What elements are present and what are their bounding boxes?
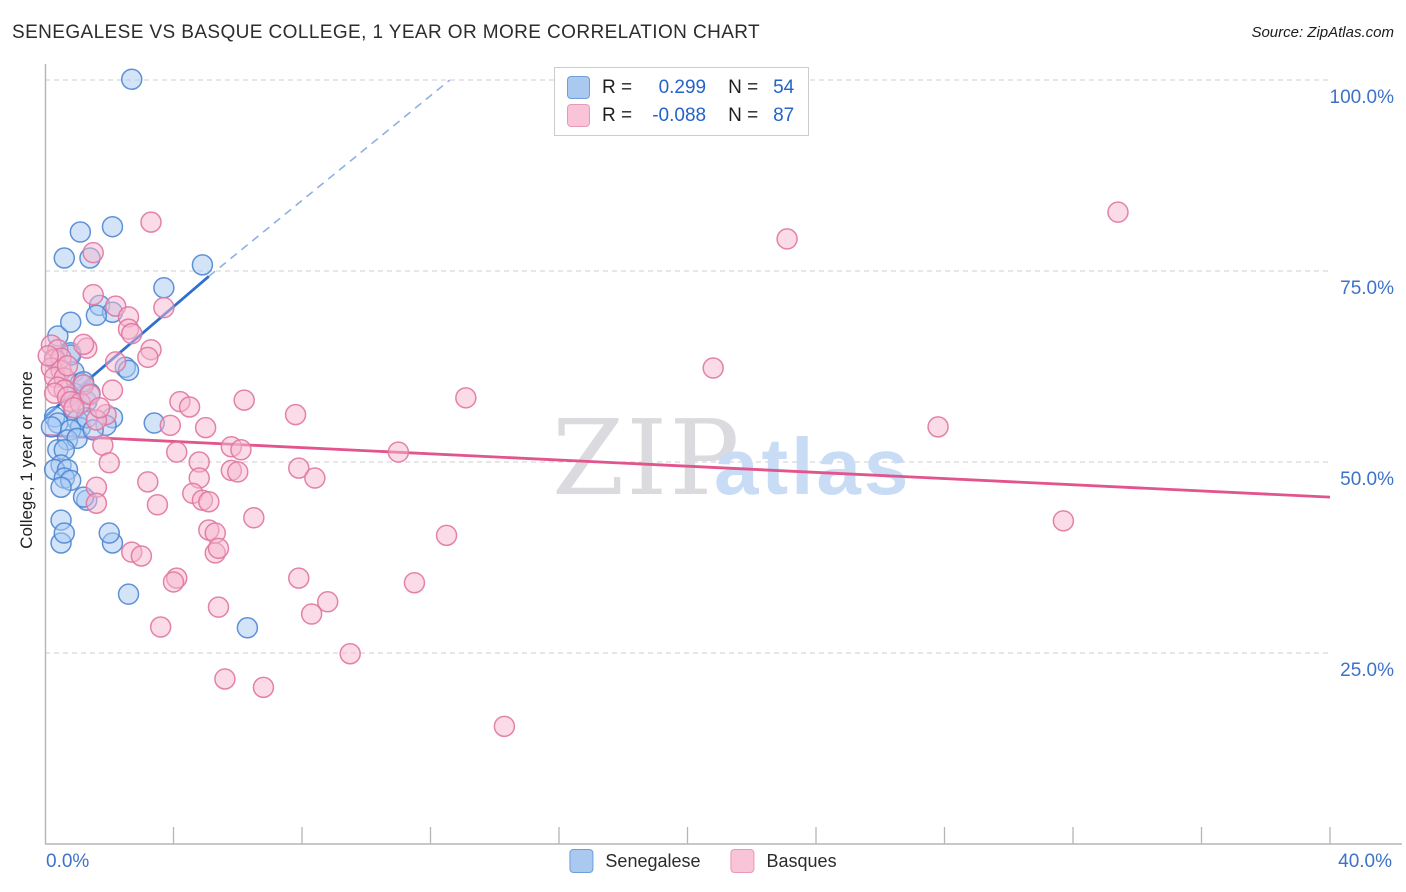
page-title: SENEGALESE VS BASQUE COLLEGE, 1 YEAR OR …: [12, 22, 761, 43]
scatter-point-senegalese: [191, 254, 214, 276]
scatter-point-basques: [403, 571, 426, 594]
source-attribution: Source: ZipAtlas.com: [1251, 24, 1394, 41]
scatter-point-senegalese: [85, 304, 108, 327]
scatter-point-senegalese: [69, 221, 92, 243]
r-label: R =: [602, 76, 633, 98]
scatter-point-basques: [288, 567, 310, 589]
scatter-point-senegalese: [53, 247, 76, 269]
scatter-point-basques: [288, 457, 310, 479]
y-tick-label-50: 50.0%: [1340, 469, 1394, 490]
scatter-point-basques: [88, 397, 111, 419]
legend-item-senegalese: Senegalese: [569, 849, 701, 873]
basques-swatch-icon: [567, 104, 590, 127]
senegalese-swatch-icon: [569, 849, 594, 873]
scatter-point-senegalese: [153, 277, 175, 299]
x-tick-label-0: 0.0%: [46, 851, 90, 872]
scatter-point-basques: [493, 715, 516, 738]
r-value-senegalese: 0.299: [658, 76, 707, 98]
watermark-zip: ZIP: [552, 397, 741, 519]
scatter-point-basques: [214, 668, 236, 690]
scatter-point-basques: [927, 416, 949, 438]
scatter-point-senegalese: [117, 583, 140, 605]
basques-swatch-icon: [730, 849, 755, 873]
scatter-point-basques: [162, 571, 185, 593]
scatter-point-basques: [252, 676, 275, 699]
r-label: R =: [602, 104, 633, 126]
scatter-point-basques: [120, 322, 143, 345]
scatter-point-senegalese: [40, 416, 63, 438]
series-legend: Senegalese Basques: [569, 849, 837, 873]
legend-label-basques: Basques: [766, 850, 837, 871]
n-label: N =: [728, 76, 759, 98]
correlation-stats-legend: R = 0.299 N = 54 R = -0.088 N = 87: [554, 67, 810, 136]
scatter-point-basques: [435, 524, 458, 547]
scatter-point-basques: [243, 507, 265, 529]
scatter-point-basques: [56, 354, 79, 377]
scatter-point-basques: [82, 283, 104, 306]
scatter-point-basques: [140, 211, 162, 233]
scatter-point-basques: [101, 379, 124, 401]
scatter-point-basques: [194, 416, 217, 439]
y-tick-label-25: 25.0%: [1340, 660, 1394, 681]
scatter-point-basques: [207, 596, 230, 618]
scatter-point-basques: [339, 643, 361, 665]
n-value-senegalese: 54: [773, 76, 795, 98]
legend-label-senegalese: Senegalese: [605, 850, 701, 871]
scatter-point-basques: [82, 241, 104, 264]
n-value-basques: 87: [773, 104, 795, 126]
y-tick-label-75: 75.0%: [1340, 278, 1394, 299]
scatter-point-basques: [37, 345, 59, 367]
trend-line-basques: [44, 433, 1331, 499]
scatter-point-basques: [1107, 201, 1129, 223]
scatter-point-basques: [165, 441, 188, 463]
scatter-point-basques: [137, 471, 159, 493]
scatter-point-senegalese: [120, 68, 143, 90]
scatter-point-basques: [159, 414, 182, 437]
watermark-atlas: atlas: [714, 422, 911, 511]
scatter-point-basques: [149, 616, 172, 638]
y-tick-label-100: 100.0%: [1329, 87, 1394, 108]
scatter-point-basques: [387, 441, 410, 463]
legend-row-senegalese: R = 0.299 N = 54: [567, 76, 794, 99]
legend-item-basques: Basques: [730, 849, 837, 873]
scatter-point-basques: [1052, 510, 1075, 532]
legend-row-basques: R = -0.088 N = 87: [567, 104, 794, 127]
scatter-point-basques: [63, 397, 85, 419]
scatter-point-basques: [130, 545, 153, 567]
scatter-point-basques: [72, 333, 95, 356]
scatter-point-basques: [316, 591, 339, 613]
scatter-point-basques: [304, 467, 326, 489]
scatter-point-basques: [104, 351, 127, 373]
scatter-point-senegalese: [236, 617, 259, 639]
scatter-point-basques: [146, 494, 169, 516]
scatter-point-basques: [230, 439, 252, 461]
trend-line-senegalese-extension: [208, 79, 451, 277]
r-value-basques: -0.088: [652, 104, 707, 126]
scatter-point-senegalese: [98, 522, 120, 544]
scatter-point-basques: [98, 452, 120, 474]
scatter-point-basques: [455, 387, 477, 409]
scatter-point-senegalese: [59, 311, 82, 333]
scatter-point-basques: [227, 461, 249, 483]
scatter-point-basques: [300, 603, 323, 625]
scatter-point-basques: [85, 492, 108, 515]
senegalese-swatch-icon: [567, 76, 590, 99]
scatter-point-basques: [702, 357, 724, 379]
scatter-point-basques: [284, 403, 307, 426]
scatter-point-senegalese: [101, 215, 124, 238]
scatter-point-senegalese: [53, 522, 76, 544]
x-tick-label-40: 40.0%: [1338, 851, 1392, 872]
scatter-point-basques: [198, 490, 220, 513]
scatter-point-basques: [233, 389, 255, 411]
scatter-point-basques: [137, 346, 159, 369]
scatter-point-senegalese: [50, 476, 72, 498]
scatter-point-basques: [776, 228, 798, 250]
scatter-point-basques: [207, 537, 230, 560]
scatter-point-basques: [178, 396, 201, 418]
n-label: N =: [728, 104, 759, 126]
scatter-point-basques: [153, 296, 175, 319]
